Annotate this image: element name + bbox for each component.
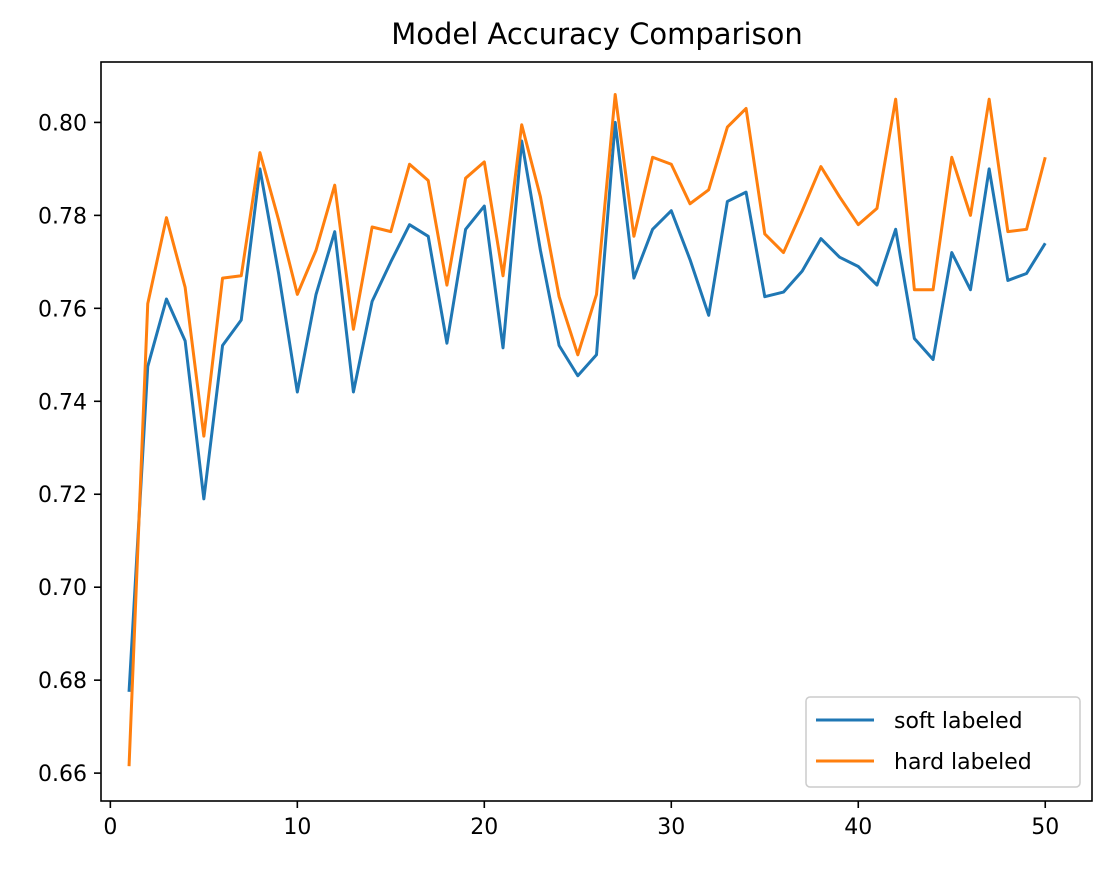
- legend: soft labeled hard labeled: [805, 696, 1081, 788]
- x-axis: 0 10 20 30 40 50: [103, 801, 1059, 840]
- y-axis: 0.66 0.68 0.70 0.72 0.74 0.76 0.78 0.80: [38, 111, 101, 787]
- x-tick-label: 20: [470, 815, 498, 840]
- x-tick-label: 40: [844, 815, 872, 840]
- y-tick-label: 0.78: [38, 204, 87, 229]
- x-tick-label: 0: [103, 815, 117, 840]
- series-line-hard-labeled: [127, 93, 1047, 767]
- y-tick-label: 0.70: [38, 576, 87, 601]
- y-tick-label: 0.76: [38, 297, 87, 322]
- x-tick-label: 10: [283, 815, 311, 840]
- legend-label-hard-labeled: hard labeled: [894, 750, 1032, 775]
- y-tick-label: 0.72: [38, 483, 87, 508]
- y-tick-label: 0.66: [38, 762, 87, 787]
- y-tick-label: 0.74: [38, 390, 87, 415]
- series-line-soft-labeled: [127, 120, 1047, 692]
- x-tick-label: 50: [1031, 815, 1059, 840]
- chart-title: Model Accuracy Comparison: [391, 17, 803, 51]
- y-tick-label: 0.80: [38, 111, 87, 136]
- plot-area-frame: [100, 61, 1093, 802]
- legend-box: [805, 696, 1081, 788]
- x-tick-label: 30: [657, 815, 685, 840]
- y-tick-label: 0.68: [38, 669, 87, 694]
- legend-label-soft-labeled: soft labeled: [894, 709, 1023, 734]
- series-layer: [127, 93, 1047, 767]
